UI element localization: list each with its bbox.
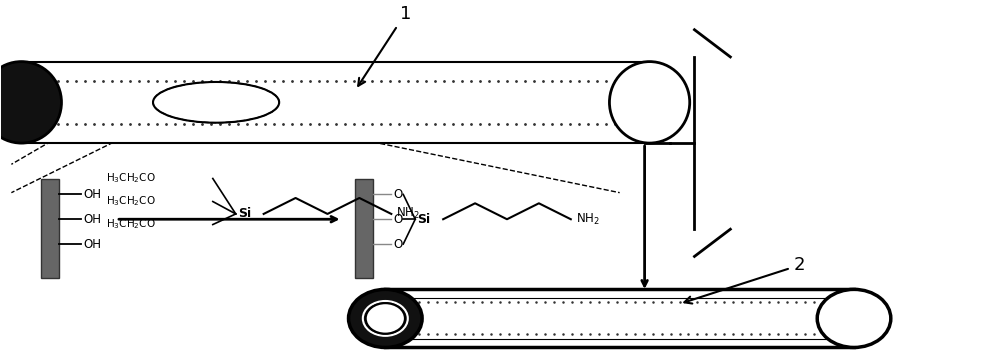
Bar: [385, 290, 854, 347]
Ellipse shape: [153, 82, 279, 123]
Bar: [41, 178, 59, 278]
Ellipse shape: [363, 301, 408, 336]
Text: OH: OH: [83, 188, 101, 201]
Text: Si: Si: [238, 207, 251, 220]
Bar: [21, 62, 650, 143]
Text: OH: OH: [83, 213, 101, 226]
Text: Si: Si: [417, 213, 430, 226]
Text: H$_3$CH$_2$CO: H$_3$CH$_2$CO: [106, 218, 156, 231]
Ellipse shape: [817, 290, 891, 347]
Ellipse shape: [349, 290, 422, 347]
Text: H$_3$CH$_2$CO: H$_3$CH$_2$CO: [106, 195, 156, 208]
Text: 2: 2: [684, 256, 805, 303]
Text: NH$_2$: NH$_2$: [396, 206, 420, 221]
Text: NH$_2$: NH$_2$: [576, 212, 600, 227]
Ellipse shape: [609, 62, 690, 143]
Text: 1: 1: [358, 5, 411, 86]
Ellipse shape: [0, 62, 61, 143]
Text: OH: OH: [83, 237, 101, 251]
Text: H$_3$CH$_2$CO: H$_3$CH$_2$CO: [106, 172, 156, 185]
Ellipse shape: [366, 303, 405, 334]
Text: O: O: [393, 213, 403, 226]
Text: O: O: [393, 237, 403, 251]
Bar: [355, 178, 373, 278]
Text: O: O: [393, 188, 403, 201]
